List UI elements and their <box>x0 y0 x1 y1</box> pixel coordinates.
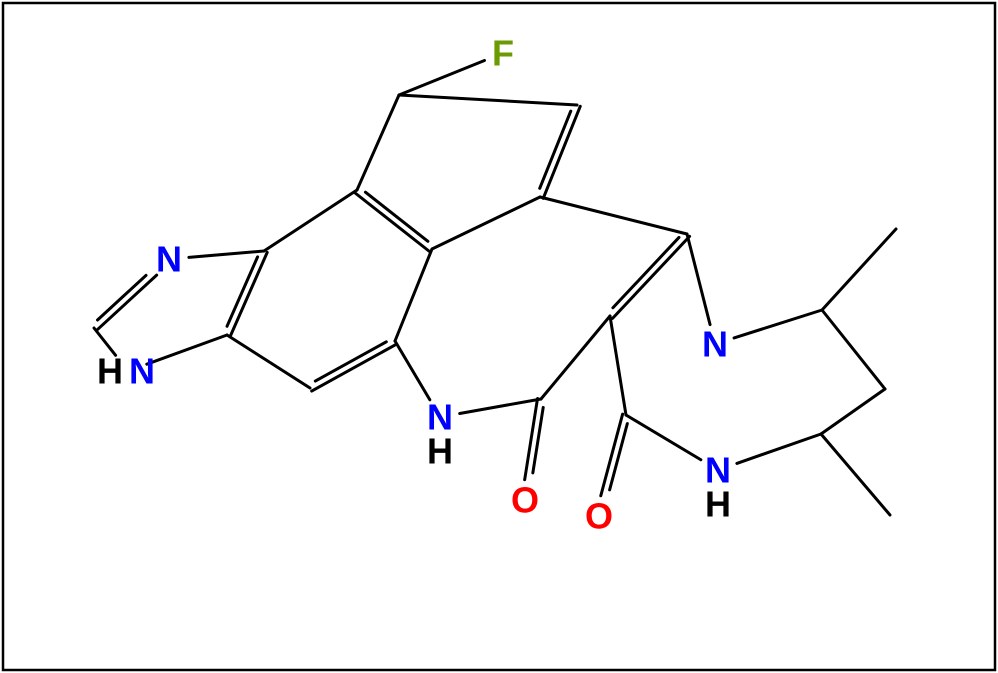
atom-label-f: F <box>492 33 514 74</box>
molecule-diagram: NHNNHFONONH <box>0 0 998 673</box>
atom-label-o: O <box>585 496 613 537</box>
atom-label-n: N <box>129 351 155 392</box>
atom-label-o: O <box>511 480 539 521</box>
atom-label-h: H <box>705 484 731 525</box>
atom-label-n: N <box>156 239 182 280</box>
atom-label-n: N <box>702 324 728 365</box>
atom-label-h: H <box>97 351 123 392</box>
atom-label-h: H <box>427 431 453 472</box>
